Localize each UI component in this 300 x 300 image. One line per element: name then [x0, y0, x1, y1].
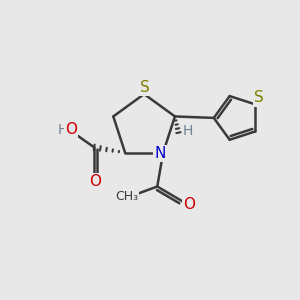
- Text: O: O: [65, 122, 77, 137]
- Text: S: S: [140, 80, 150, 95]
- Text: O: O: [183, 197, 195, 212]
- Text: H: H: [57, 123, 68, 137]
- Text: S: S: [254, 90, 264, 105]
- Text: CH₃: CH₃: [115, 190, 138, 203]
- Text: O: O: [89, 174, 101, 189]
- Text: N: N: [154, 146, 166, 161]
- Text: H: H: [183, 124, 193, 138]
